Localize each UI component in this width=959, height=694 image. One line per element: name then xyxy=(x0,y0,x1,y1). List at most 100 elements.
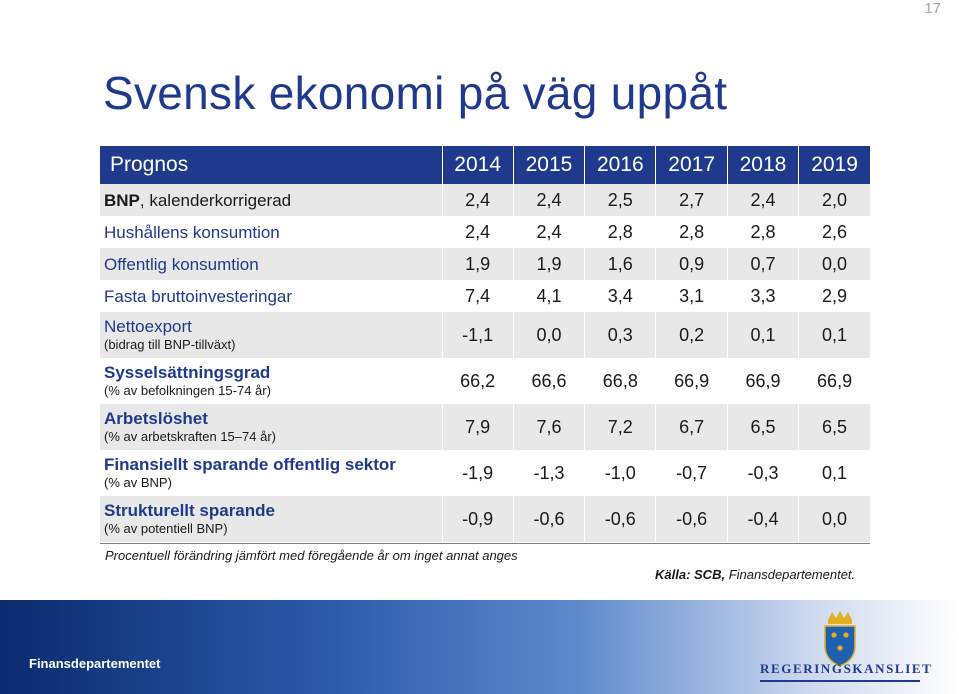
table-cell: 0,0 xyxy=(798,496,870,542)
table-cell: 66,9 xyxy=(655,358,728,404)
forecast-table: Prognos 2014 2015 2016 2017 2018 2019 BN… xyxy=(100,146,870,542)
footer-department: Finansdepartementet xyxy=(29,656,161,671)
table-bottom-divider xyxy=(100,543,870,544)
table-cell: 1,9 xyxy=(441,248,514,280)
year-header: 2019 xyxy=(798,146,870,184)
row-label: Sysselsättningsgrad (% av befolkningen 15… xyxy=(100,358,442,404)
table-cell: 66,8 xyxy=(584,358,656,404)
table-cell: 2,8 xyxy=(726,216,799,248)
table-cell: 0,0 xyxy=(512,312,585,358)
source-rest: Finansdepartementet. xyxy=(725,567,856,582)
table-header-row: Prognos 2014 2015 2016 2017 2018 2019 xyxy=(100,146,870,184)
table-cell: 2,5 xyxy=(584,184,656,216)
source-note: Källa: SCB, Finansdepartementet. xyxy=(655,567,855,582)
table-cell: 2,0 xyxy=(798,184,870,216)
year-header: 2015 xyxy=(512,146,585,184)
row-label: Arbetslöshet (% av arbetskraften 15–74 år… xyxy=(100,404,442,450)
table-cell: 2,7 xyxy=(655,184,728,216)
table-cell: -0,9 xyxy=(441,496,514,542)
table-cell: 0,7 xyxy=(726,248,799,280)
table-cell: 1,6 xyxy=(584,248,656,280)
row-label: Offentlig konsumtion xyxy=(100,248,442,280)
row-label-main: Hushållens konsumtion xyxy=(104,222,280,242)
table-cell: 2,8 xyxy=(655,216,728,248)
table-cell: 2,6 xyxy=(798,216,870,248)
row-label: Finansiellt sparande offentlig sektor (% … xyxy=(100,450,442,496)
table-cell: 1,9 xyxy=(512,248,585,280)
table-cell: 2,8 xyxy=(584,216,656,248)
table-row: Sysselsättningsgrad (% av befolkningen 15… xyxy=(100,358,870,404)
row-label-main: Strukturellt sparande xyxy=(104,501,275,520)
table-cell: -0,6 xyxy=(655,496,728,542)
row-label-sub: (% av potentiell BNP) xyxy=(104,521,228,536)
table-cell: 6,7 xyxy=(655,404,728,450)
table-cell: 66,9 xyxy=(726,358,799,404)
year-header: 2018 xyxy=(726,146,799,184)
row-label-main: Offentlig konsumtion xyxy=(104,254,259,274)
page-number: 17 xyxy=(924,0,941,17)
table-cell: 7,2 xyxy=(584,404,656,450)
table-cell: 3,1 xyxy=(655,280,728,312)
table-cell: 2,4 xyxy=(441,216,514,248)
row-label-sub: (% av BNP) xyxy=(104,475,172,490)
table-cell: 0,1 xyxy=(726,312,799,358)
table-row: Nettoexport (bidrag till BNP-tillväxt) -1… xyxy=(100,312,870,358)
crown-shield-icon xyxy=(824,611,856,667)
regeringskansliet-logo: REGERINGSKANSLIET xyxy=(760,610,933,690)
table-cell: -0,6 xyxy=(584,496,656,542)
row-label: Nettoexport (bidrag till BNP-tillväxt) xyxy=(100,312,442,358)
table-cell: 7,9 xyxy=(441,404,514,450)
table-cell: 2,4 xyxy=(441,184,514,216)
table-row: BNP, kalenderkorrigerad 2,4 2,4 2,5 2,7 … xyxy=(100,184,870,216)
table-cell: 2,4 xyxy=(726,184,799,216)
table-row: Offentlig konsumtion 1,9 1,9 1,6 0,9 0,7… xyxy=(100,248,870,280)
table-cell: 6,5 xyxy=(726,404,799,450)
row-label-bold: BNP xyxy=(104,190,140,210)
row-label-main: Fasta bruttoinvesteringar xyxy=(104,286,293,306)
logo-rule xyxy=(760,680,920,682)
source-label: Källa: SCB, xyxy=(655,567,726,582)
table-cell: 66,6 xyxy=(512,358,585,404)
table-cell: 2,9 xyxy=(798,280,870,312)
table-cell: 0,3 xyxy=(584,312,656,358)
table-cell: 6,5 xyxy=(798,404,870,450)
table-cell: 66,9 xyxy=(798,358,870,404)
row-label: Hushållens konsumtion xyxy=(100,216,442,248)
row-label: Strukturellt sparande (% av potentiell BN… xyxy=(100,496,442,542)
table-row: Finansiellt sparande offentlig sektor (% … xyxy=(100,450,870,496)
row-label-sub: (bidrag till BNP-tillväxt) xyxy=(104,337,236,352)
table-cell: 0,0 xyxy=(798,248,870,280)
row-label-main: Finansiellt sparande offentlig sektor xyxy=(104,455,396,474)
table-cell: 0,1 xyxy=(798,450,870,496)
slide-title: Svensk ekonomi på väg uppåt xyxy=(103,67,728,119)
footnote: Procentuell förändring jämfört med föreg… xyxy=(105,548,518,563)
table-cell: -0,4 xyxy=(726,496,799,542)
row-label-main: Nettoexport xyxy=(104,317,192,336)
row-label-main: Sysselsättningsgrad xyxy=(104,363,271,382)
table-cell: 0,9 xyxy=(655,248,728,280)
table-cell: 2,4 xyxy=(512,184,585,216)
table-row: Fasta bruttoinvesteringar 7,4 4,1 3,4 3,… xyxy=(100,280,870,312)
table-cell: 4,1 xyxy=(512,280,585,312)
table-cell: -1,3 xyxy=(512,450,585,496)
table-cell: -1,9 xyxy=(441,450,514,496)
table-row: Strukturellt sparande (% av potentiell BN… xyxy=(100,496,870,542)
table-cell: 2,4 xyxy=(512,216,585,248)
table-cell: 3,4 xyxy=(584,280,656,312)
header-label: Prognos xyxy=(100,146,442,184)
table-row: Arbetslöshet (% av arbetskraften 15–74 år… xyxy=(100,404,870,450)
table-cell: -0,7 xyxy=(655,450,728,496)
year-header: 2014 xyxy=(441,146,514,184)
table-cell: 0,2 xyxy=(655,312,728,358)
row-label-sub: (% av arbetskraften 15–74 år) xyxy=(104,429,276,444)
logo-wordmark: REGERINGSKANSLIET xyxy=(760,661,933,676)
row-label-sub: (% av befolkningen 15-74 år) xyxy=(104,383,271,398)
table-cell: 3,3 xyxy=(726,280,799,312)
table-row: Hushållens konsumtion 2,4 2,4 2,8 2,8 2,… xyxy=(100,216,870,248)
table-cell: 7,4 xyxy=(441,280,514,312)
footer-band xyxy=(0,600,959,694)
row-label: BNP, kalenderkorrigerad xyxy=(100,184,442,216)
table-cell: 0,1 xyxy=(798,312,870,358)
table-cell: -1,1 xyxy=(441,312,514,358)
year-header: 2016 xyxy=(584,146,656,184)
